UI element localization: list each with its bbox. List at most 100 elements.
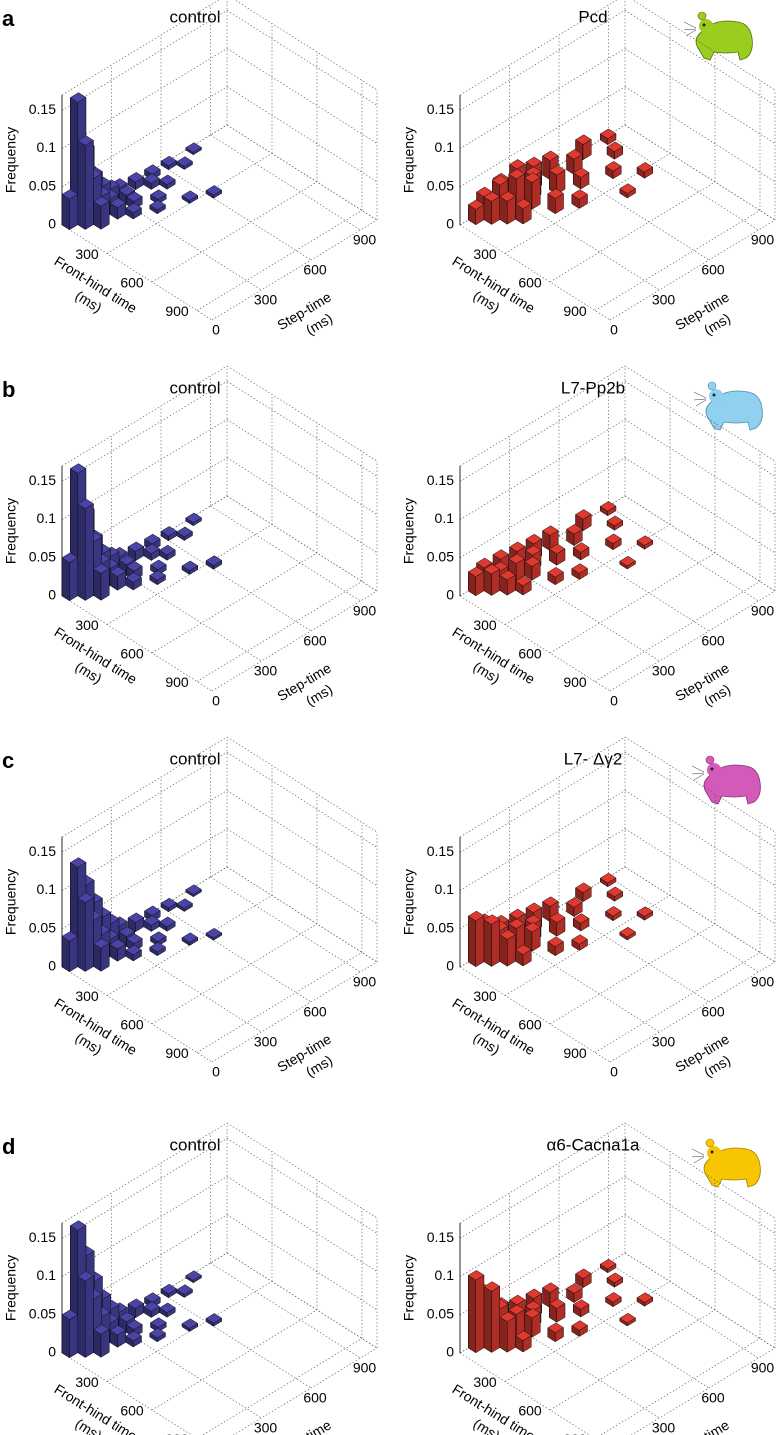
bar-face [508, 553, 525, 564]
bar [160, 897, 178, 913]
bar [185, 142, 202, 156]
bar-face [93, 563, 110, 574]
grid-line [226, 124, 378, 221]
z-tick-label: 0.1 [435, 139, 455, 155]
bar-face [144, 533, 161, 545]
bar [109, 1324, 127, 1348]
x-tick-label: 600 [120, 1017, 144, 1033]
x-tick-label: 600 [120, 1403, 144, 1419]
x-tick-label: 900 [165, 674, 189, 690]
bar-face [205, 927, 223, 939]
bar-face [125, 944, 142, 956]
frame-line [61, 736, 228, 838]
grid-line [160, 906, 312, 1003]
bar-face [605, 161, 622, 172]
x-tick-label: 600 [518, 646, 542, 662]
grid-line [624, 10, 776, 106]
bar [515, 198, 532, 225]
bar-face [575, 1268, 592, 1279]
grid-line [196, 581, 363, 682]
z-tick-label: 0 [48, 1344, 56, 1360]
chart: control c 0 0.05 0.1 0.15 300 600 900 0 300 600 900 F… [2, 736, 378, 1080]
z-tick-label: 0 [48, 216, 56, 232]
bar-face [181, 190, 199, 201]
bar-face [575, 134, 592, 145]
x-tick-label: 900 [563, 303, 587, 319]
bar [599, 1258, 617, 1274]
bar [483, 191, 501, 225]
grid-line [459, 790, 626, 891]
z-tick-label: 0 [446, 1344, 454, 1360]
grid-line [504, 895, 671, 996]
grid-line [594, 210, 761, 311]
panel-label: b [2, 377, 15, 402]
chart-title: control [169, 7, 220, 26]
bar-face [547, 1322, 564, 1333]
grid-line [61, 790, 228, 891]
grid-line [160, 164, 312, 261]
grid-line [459, 381, 626, 482]
bar-face [125, 202, 142, 214]
bar-face [599, 872, 617, 884]
grid-line [608, 134, 759, 231]
bar-face [483, 914, 501, 925]
grid-line [624, 1138, 776, 1234]
bar-face [159, 916, 176, 927]
z-tick-label: 0 [48, 958, 56, 974]
bar-face [483, 564, 501, 575]
bar-face [143, 173, 160, 184]
y-tick-label: 900 [751, 232, 775, 248]
grid-line [504, 1281, 671, 1382]
grid-line [509, 936, 660, 1033]
bar-face [605, 906, 622, 917]
grid-line [210, 134, 361, 231]
frame-line [234, 0, 378, 91]
z-tick-label: 0.15 [427, 101, 454, 117]
bar-face [160, 526, 178, 537]
x-tick-label: 300 [75, 617, 99, 633]
bar-face [160, 1283, 178, 1295]
bar [125, 1330, 142, 1348]
bar-face [599, 501, 617, 512]
bar [61, 552, 79, 602]
frame-line [232, 1347, 378, 1435]
chart-title: L7-Pp2b [561, 378, 625, 397]
bar [93, 1324, 110, 1358]
bar-face [566, 897, 583, 908]
bar-face [636, 1292, 654, 1303]
bar-face [69, 463, 87, 474]
bar [205, 185, 223, 199]
x-tick-label: 900 [165, 303, 189, 319]
bar [483, 1281, 501, 1353]
bar-face [176, 898, 193, 909]
frame-line [211, 590, 378, 692]
bar [619, 183, 636, 199]
bar [109, 938, 127, 962]
grid-line [202, 1338, 363, 1435]
grid-line [226, 495, 378, 592]
bar-face [144, 905, 161, 916]
grid-line [226, 10, 378, 106]
bar [77, 1270, 94, 1358]
grid-line [624, 1252, 776, 1349]
frame-line [630, 1347, 776, 1435]
bar-face [515, 575, 532, 587]
grid-line [509, 194, 660, 291]
grid-line [459, 1138, 626, 1239]
z-axis-title: Frequency [401, 869, 417, 935]
z-tick-label: 0.1 [435, 1267, 455, 1283]
bar-face [606, 886, 624, 897]
z-tick-label: 0.1 [435, 881, 455, 897]
bar [572, 913, 590, 932]
bar-face [150, 559, 167, 570]
bar [524, 556, 541, 581]
bar-face [606, 515, 624, 526]
bar-face [150, 931, 167, 942]
bar-face [144, 164, 161, 175]
grid-line [459, 752, 626, 853]
grid-line [61, 752, 228, 853]
bar-face [619, 555, 636, 567]
y-tick-label: 300 [254, 1420, 278, 1435]
bar-face [69, 193, 78, 231]
x-tick-label: 900 [165, 1045, 189, 1061]
